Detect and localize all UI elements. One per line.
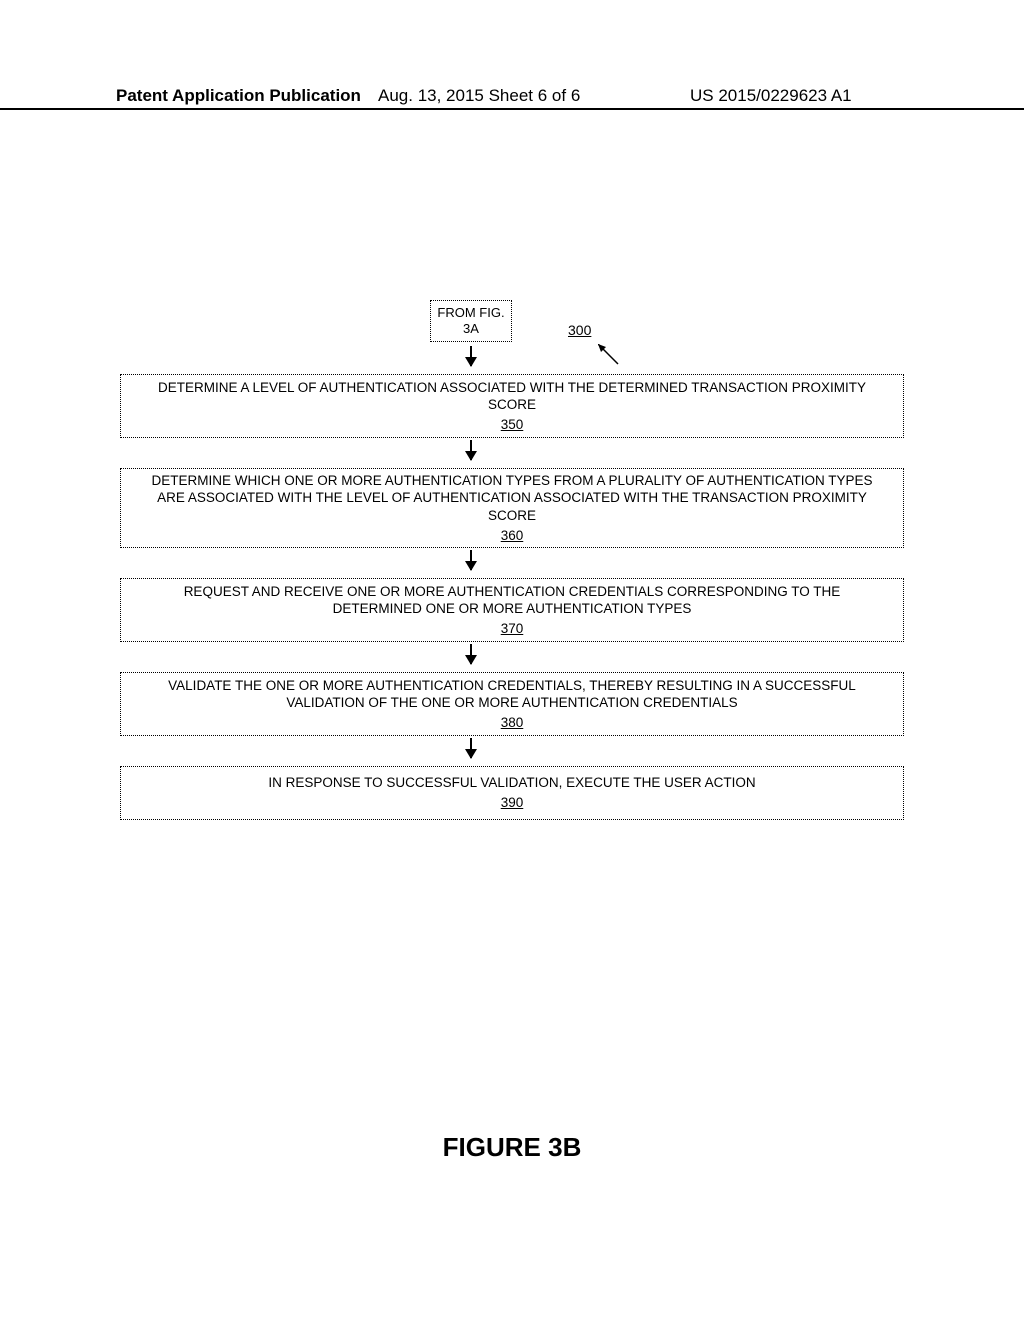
flow-step: DETERMINE WHICH ONE OR MORE AUTHENTICATI… (120, 468, 904, 548)
flow-step: REQUEST AND RECEIVE ONE OR MORE AUTHENTI… (120, 578, 904, 642)
ref-300-leader (598, 344, 620, 366)
step-number: 350 (501, 416, 524, 434)
step-text: REQUEST AND RECEIVE ONE OR MORE AUTHENTI… (141, 583, 883, 618)
step-number: 390 (501, 794, 524, 812)
figure-title: FIGURE 3B (120, 1132, 904, 1163)
step-text: DETERMINE WHICH ONE OR MORE AUTHENTICATI… (141, 472, 883, 525)
header-mid: Aug. 13, 2015 Sheet 6 of 6 (378, 86, 580, 106)
flow-arrow (470, 644, 472, 664)
header-left: Patent Application Publication (116, 86, 361, 106)
flow-step: VALIDATE THE ONE OR MORE AUTHENTICATION … (120, 672, 904, 736)
ref-300-label: 300 (568, 322, 591, 338)
from-fig-label: FROM FIG. 3A (431, 305, 511, 336)
step-number: 370 (501, 620, 524, 638)
flow-arrow (470, 440, 472, 460)
step-number: 360 (501, 527, 524, 545)
flow-arrow (470, 346, 472, 366)
flow-step: IN RESPONSE TO SUCCESSFUL VALIDATION, EX… (120, 766, 904, 820)
header-divider (0, 108, 1024, 110)
from-fig-box: FROM FIG. 3A (430, 300, 512, 342)
flow-arrow (470, 738, 472, 758)
step-text: VALIDATE THE ONE OR MORE AUTHENTICATION … (141, 677, 883, 712)
step-number: 380 (501, 714, 524, 732)
step-text: IN RESPONSE TO SUCCESSFUL VALIDATION, EX… (268, 774, 755, 792)
flow-step: DETERMINE A LEVEL OF AUTHENTICATION ASSO… (120, 374, 904, 438)
flow-arrow (470, 550, 472, 570)
step-text: DETERMINE A LEVEL OF AUTHENTICATION ASSO… (141, 379, 883, 414)
header-right: US 2015/0229623 A1 (690, 86, 852, 106)
